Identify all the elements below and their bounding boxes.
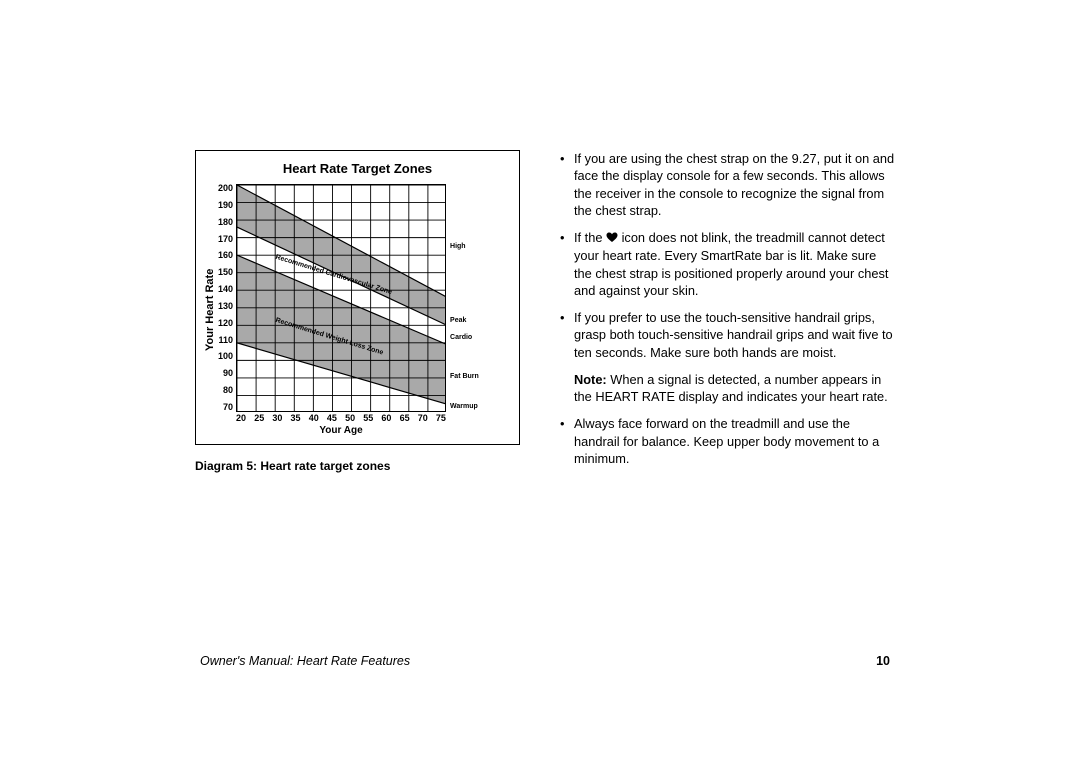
bullet-item: • Always face forward on the treadmill a… — [560, 415, 895, 467]
chart-title: Heart Rate Target Zones — [204, 161, 511, 176]
bullet-marker: • — [560, 229, 574, 299]
bullet-item: • If you prefer to use the touch-sensiti… — [560, 309, 895, 361]
x-tick: 35 — [291, 414, 301, 423]
y-tick: 80 — [218, 386, 233, 395]
y-tick: 110 — [218, 336, 233, 345]
x-tick: 50 — [345, 414, 355, 423]
x-tick: 30 — [272, 414, 282, 423]
heart-icon — [606, 230, 618, 247]
y-tick: 120 — [218, 319, 233, 328]
y-tick: 150 — [218, 268, 233, 277]
bullet-marker: • — [560, 309, 574, 361]
left-column: Heart Rate Target Zones Your Heart Rate … — [195, 150, 525, 477]
x-tick: 65 — [400, 414, 410, 423]
y-tick: 200 — [218, 184, 233, 193]
x-tick: 75 — [436, 414, 446, 423]
band-label: Cardio — [450, 334, 472, 341]
band-label: High — [450, 243, 466, 250]
page-number: 10 — [876, 654, 890, 668]
x-axis-ticks: 20 25 30 35 40 45 50 55 60 65 70 75 — [236, 414, 446, 423]
y-tick: 190 — [218, 201, 233, 210]
band-label: Peak — [450, 317, 466, 324]
chart-svg: Recommended Cardiovascular ZoneRecommend… — [237, 185, 446, 412]
note-paragraph: Note: When a signal is detected, a numbe… — [574, 371, 895, 406]
y-axis-label: Your Heart Rate — [204, 210, 216, 410]
y-tick: 100 — [218, 352, 233, 361]
bullet-text: Always face forward on the treadmill and… — [574, 415, 895, 467]
chart-plot: Recommended Cardiovascular ZoneRecommend… — [236, 184, 446, 412]
bullet-item: • If the icon does not blink, the treadm… — [560, 229, 895, 299]
bullet-text: If you prefer to use the touch-sensitive… — [574, 309, 895, 361]
text-fragment: If the — [574, 230, 606, 245]
x-tick: 70 — [418, 414, 428, 423]
chart-body: Your Heart Rate 200 190 180 170 160 150 140 130… — [204, 184, 511, 436]
x-tick: 40 — [309, 414, 319, 423]
footer-title: Owner's Manual: Heart Rate Features — [200, 654, 410, 668]
y-tick: 70 — [218, 403, 233, 412]
band-label: Fat Burn — [450, 373, 479, 380]
x-axis-label: Your Age — [236, 425, 446, 436]
page-footer: Owner's Manual: Heart Rate Features 10 — [200, 654, 890, 668]
band-label: Warmup — [450, 403, 478, 410]
bullet-text: If you are using the chest strap on the … — [574, 150, 895, 219]
instruction-list: • Always face forward on the treadmill a… — [560, 415, 895, 467]
heart-rate-chart-panel: Heart Rate Target Zones Your Heart Rate … — [195, 150, 520, 445]
x-tick: 45 — [327, 414, 337, 423]
bullet-marker: • — [560, 150, 574, 219]
bullet-marker: • — [560, 415, 574, 467]
note-text: When a signal is detected, a number appe… — [574, 372, 888, 404]
right-column: • If you are using the chest strap on th… — [560, 150, 895, 477]
y-tick: 180 — [218, 218, 233, 227]
x-tick: 60 — [381, 414, 391, 423]
note-label: Note: — [574, 372, 607, 387]
y-tick: 130 — [218, 302, 233, 311]
manual-page: Heart Rate Target Zones Your Heart Rate … — [0, 0, 1080, 763]
diagram-caption: Diagram 5: Heart rate target zones — [195, 459, 525, 473]
x-tick: 55 — [363, 414, 373, 423]
y-tick: 140 — [218, 285, 233, 294]
plot-wrap: Recommended Cardiovascular ZoneRecommend… — [236, 184, 446, 436]
y-tick: 90 — [218, 369, 233, 378]
bullet-item: • If you are using the chest strap on th… — [560, 150, 895, 219]
x-tick: 20 — [236, 414, 246, 423]
text-fragment: icon does not blink, the treadmill canno… — [574, 230, 888, 298]
y-axis-ticks: 200 190 180 170 160 150 140 130 120 110 100 90 80 70 — [218, 184, 233, 412]
y-tick: 160 — [218, 251, 233, 260]
instruction-list: • If you are using the chest strap on th… — [560, 150, 895, 361]
y-tick: 170 — [218, 235, 233, 244]
content-area: Heart Rate Target Zones Your Heart Rate … — [195, 150, 895, 477]
bullet-text: If the icon does not blink, the treadmil… — [574, 229, 895, 299]
x-tick: 25 — [254, 414, 264, 423]
